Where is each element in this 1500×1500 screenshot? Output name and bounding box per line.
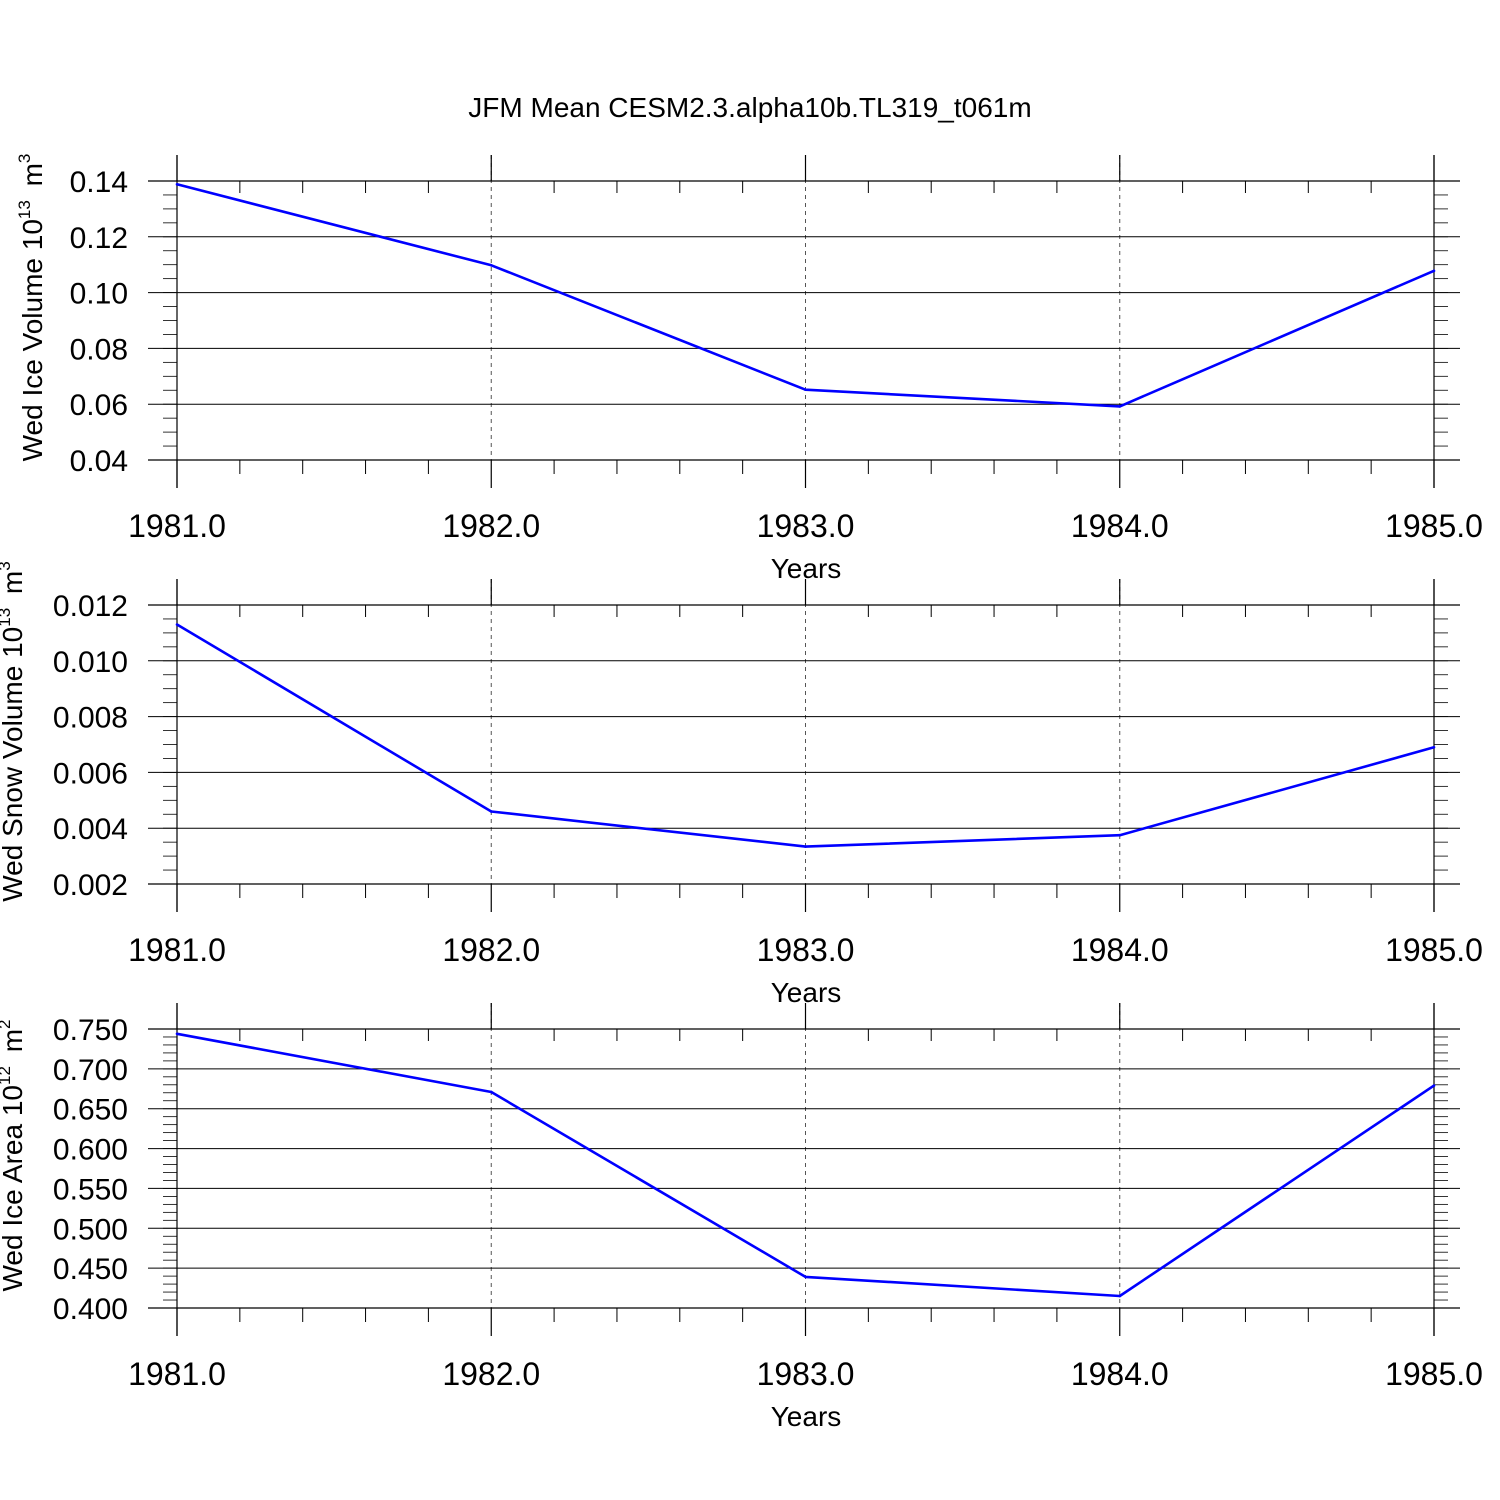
x-axis-label: Years (771, 1401, 842, 1432)
y-tick-label: 0.400 (53, 1293, 128, 1326)
y-tick-label: 0.550 (53, 1173, 128, 1206)
y-axis-label-unit-exponent: 3 (0, 561, 14, 570)
x-tick-label: 1983.0 (757, 508, 855, 544)
chart-panel-2: 0.002 0.004 0.006 0.008 0.010 0.012 1981.0 1982… (0, 561, 1483, 1008)
y-axis-label-unit: m (0, 571, 28, 602)
y-tick-label: 0.002 (53, 869, 128, 902)
x-tick-label: 1984.0 (1071, 508, 1169, 544)
x-tick-label: 1982.0 (442, 1356, 540, 1392)
y-tick-label: 0.650 (53, 1094, 128, 1127)
x-tick-label: 1985.0 (1385, 508, 1483, 544)
x-tick-label: 1981.0 (128, 508, 226, 544)
y-tick-label: 0.012 (53, 590, 128, 623)
y-axis-label-text: Wed Ice Area 10 (0, 1085, 28, 1292)
data-point (1432, 269, 1436, 273)
x-tick-label: 1982.0 (442, 508, 540, 544)
data-point (804, 845, 807, 848)
x-tick-label: 1983.0 (757, 1356, 855, 1392)
x-tick-label: 1985.0 (1385, 932, 1483, 968)
x-tick-label: 1985.0 (1385, 1356, 1483, 1392)
x-tick-label: 1981.0 (128, 932, 226, 968)
data-point (175, 1032, 179, 1036)
y-axis-label-unit: m (17, 163, 48, 194)
x-tick-label: 1981.0 (128, 1356, 226, 1392)
data-point (1118, 833, 1122, 837)
y-axis-label: Wed Ice Volume 1013 m3 (15, 154, 48, 462)
y-tick-label: 0.700 (53, 1054, 128, 1087)
y-axis-label: Wed Snow Volume 1013 m3 (0, 561, 28, 901)
data-point (489, 810, 493, 813)
x-tick-label: 1982.0 (442, 932, 540, 968)
x-tick-label: 1983.0 (757, 932, 855, 968)
y-tick-label: 0.04 (70, 445, 128, 478)
y-tick-label: 0.500 (53, 1213, 128, 1246)
data-point (489, 1090, 493, 1094)
y-axis-label-exponent: 13 (0, 608, 14, 627)
y-tick-label: 0.14 (70, 166, 128, 199)
y-tick-label: 0.12 (70, 222, 128, 255)
data-point (1118, 1294, 1122, 1298)
y-tick-label: 0.006 (53, 757, 128, 790)
y-tick-label: 0.10 (70, 278, 128, 311)
y-axis-label-exponent: 12 (0, 1066, 14, 1085)
y-axis-label-unit: m (0, 1029, 28, 1060)
y-axis-label-text: Wed Snow Volume 10 (0, 627, 28, 902)
y-tick-label: 0.450 (53, 1253, 128, 1286)
y-tick-label: 0.06 (70, 389, 128, 422)
y-axis-label-unit-exponent: 2 (0, 1020, 14, 1029)
data-point (1432, 1084, 1436, 1087)
x-tick-label: 1984.0 (1071, 1356, 1169, 1392)
y-tick-label: 0.004 (53, 813, 128, 846)
y-axis-label-unit-exponent: 3 (15, 154, 34, 163)
data-point (489, 263, 493, 267)
data-point (1432, 745, 1436, 749)
y-tick-label: 0.750 (53, 1014, 128, 1047)
x-axis-label: Years (771, 977, 842, 1008)
data-point (175, 183, 179, 186)
x-tick-label: 1984.0 (1071, 932, 1169, 968)
y-tick-label: 0.08 (70, 333, 128, 366)
chart-title: JFM Mean CESM2.3.alpha10b.TL319_t061m (468, 92, 1031, 123)
data-point (1118, 405, 1122, 408)
chart-panel-1: 0.04 0.06 0.08 0.10 0.12 0.14 1981.0 1982.0 1983… (15, 154, 1483, 584)
data-point (804, 1275, 807, 1279)
y-axis-label-exponent: 13 (15, 200, 34, 219)
y-axis-label-text: Wed Ice Volume 10 (17, 219, 48, 461)
y-axis-label: Wed Ice Area 1012 m2 (0, 1020, 28, 1292)
panels: 0.04 0.06 0.08 0.10 0.12 0.14 1981.0 1982.0 1983… (0, 154, 1483, 1432)
x-axis-label: Years (771, 553, 842, 584)
data-point (175, 623, 179, 626)
chart-panel-3: 0.400 0.450 0.500 0.550 0.600 0.650 0.700 0.750… (0, 1003, 1483, 1432)
data-point (804, 388, 807, 391)
y-tick-label: 0.008 (53, 702, 128, 735)
y-tick-label: 0.010 (53, 646, 128, 679)
y-tick-label: 0.600 (53, 1134, 128, 1167)
